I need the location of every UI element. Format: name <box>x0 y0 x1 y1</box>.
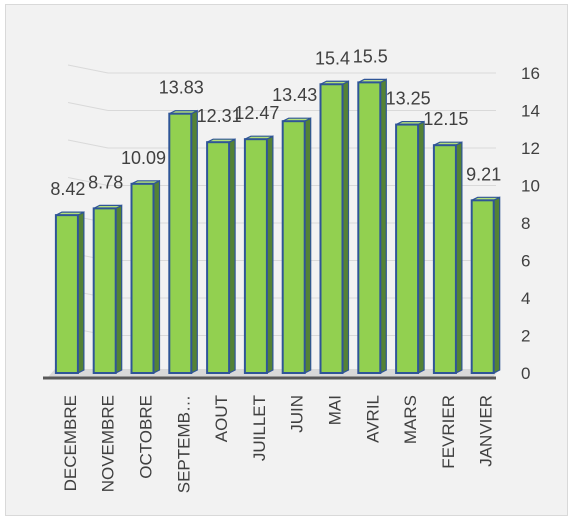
bar-front <box>54 214 79 374</box>
bar-front <box>168 112 193 374</box>
y-tick-label: 12 <box>521 139 540 158</box>
data-label: 13.25 <box>386 89 431 109</box>
y-tick-label: 8 <box>521 214 530 233</box>
x-tick-label: MAI <box>326 395 345 425</box>
data-label: 15.5 <box>353 46 388 66</box>
bar-front <box>206 141 231 374</box>
bar <box>470 196 501 374</box>
bar <box>243 135 274 374</box>
data-label: 13.83 <box>159 78 204 98</box>
y-tick-label: 0 <box>521 364 530 383</box>
bar <box>281 117 312 374</box>
x-tick-label: DECEMBRE <box>61 395 80 491</box>
bar-front <box>92 207 117 374</box>
x-tick-label: NOVEMBRE <box>99 395 118 492</box>
y-tick-label: 10 <box>521 177 540 196</box>
y-tick-label: 14 <box>521 102 540 121</box>
gridline-diag <box>67 139 109 149</box>
x-tick-label: SEPTEMB… <box>174 395 193 493</box>
x-tick-label: AVRIL <box>363 395 382 443</box>
bar <box>54 211 85 374</box>
x-tick-label: JANVIER <box>477 395 496 467</box>
chart-floor <box>43 369 500 380</box>
bar-front <box>130 182 155 374</box>
bar <box>130 179 161 374</box>
gridline-diag <box>67 64 109 74</box>
bar <box>319 80 350 374</box>
data-label: 8.78 <box>88 172 123 192</box>
gridline-diag <box>67 177 109 186</box>
y-tick-label: 2 <box>521 327 530 346</box>
x-tick-label: MARS <box>401 395 420 444</box>
floor-plane <box>48 369 500 377</box>
y-axis-ticks: 0 2 4 6 8 10 12 14 16 <box>521 64 540 383</box>
x-tick-label: FEVRIER <box>439 395 458 469</box>
data-label: 10.09 <box>121 148 166 168</box>
bar <box>357 78 387 374</box>
y-tick-label: 16 <box>521 64 540 83</box>
bar <box>395 120 425 374</box>
bar-front <box>281 120 306 374</box>
bar <box>432 141 463 374</box>
x-tick-label: JUIN <box>288 395 307 433</box>
bar <box>206 138 236 374</box>
data-label: 12.31 <box>197 106 242 126</box>
bar-front <box>432 144 457 374</box>
data-label: 12.47 <box>234 103 279 123</box>
y-tick-label: 4 <box>521 289 530 308</box>
data-label: 15.4 <box>315 48 350 68</box>
bar-front <box>470 199 495 374</box>
bar-front <box>357 81 382 374</box>
chart-area: 0 2 4 6 8 10 12 14 16 DECEMBRE NOVEMBRE OCTOBRE SEP… <box>5 4 568 516</box>
data-label: 13.43 <box>272 85 317 105</box>
bars <box>54 78 501 374</box>
bar-front <box>319 83 344 374</box>
data-label: 8.42 <box>50 179 85 199</box>
x-tick-label: JUILLET <box>250 395 269 461</box>
bar <box>92 204 123 374</box>
data-label: 12.15 <box>423 109 468 129</box>
bar-front <box>395 123 420 374</box>
bar-front <box>243 138 268 374</box>
data-label: 9.21 <box>466 164 501 184</box>
bar <box>168 109 198 374</box>
x-tick-label: AOUT <box>212 395 231 442</box>
x-tick-label: OCTOBRE <box>137 395 156 479</box>
x-axis-ticks: DECEMBRE NOVEMBRE OCTOBRE SEPTEMB… AOUT JUILL… <box>61 395 496 493</box>
y-tick-label: 6 <box>521 252 530 271</box>
gridline-diag <box>67 102 109 111</box>
column-chart: 0 2 4 6 8 10 12 14 16 DECEMBRE NOVEMBRE OCTOBRE SEP… <box>43 46 540 493</box>
